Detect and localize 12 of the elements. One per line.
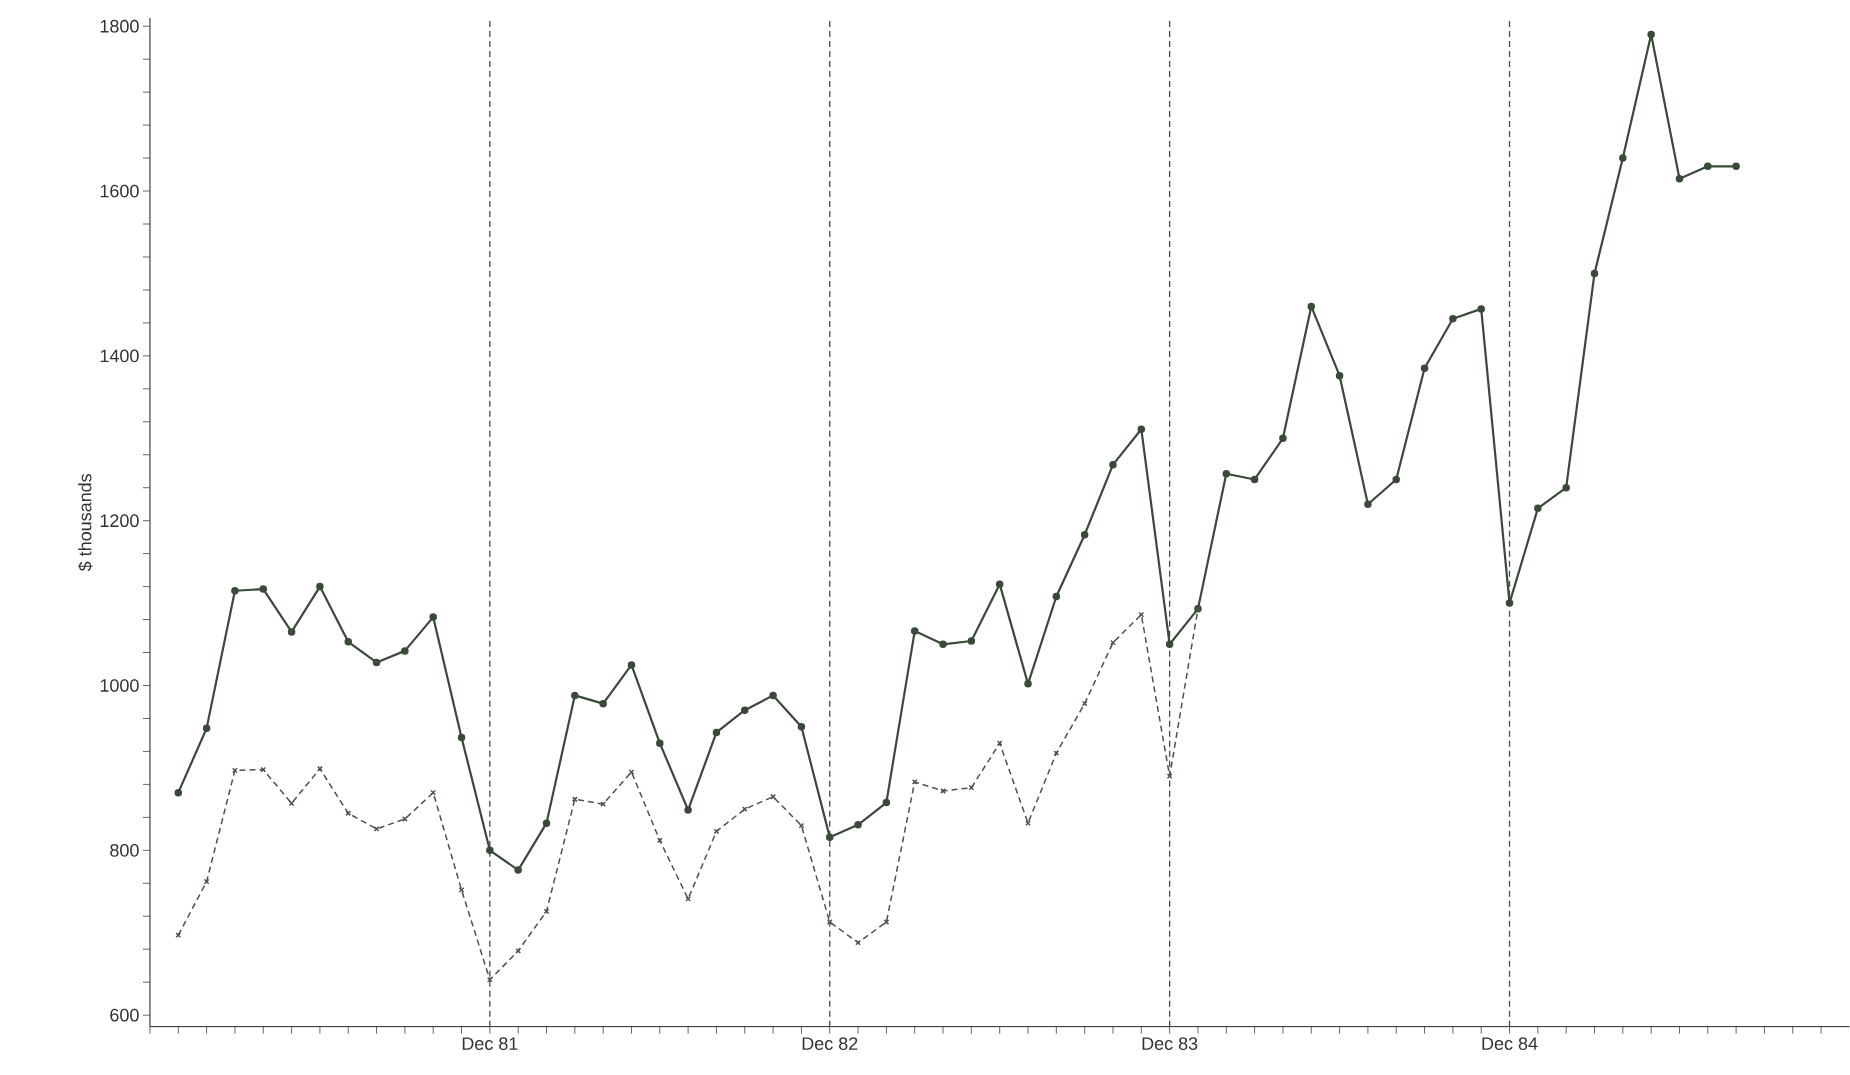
x-tick-label: Dec 82 (802, 1037, 858, 1051)
y-tick-label: 1600 (100, 184, 139, 198)
x-tick-label: Dec 81 (462, 1037, 518, 1051)
x-tick-label: Dec 83 (1142, 1037, 1198, 1051)
y-tick-label: 1800 (100, 20, 139, 33)
y-tick-label: 1000 (100, 679, 139, 693)
y-axis-title: $ thousands (77, 474, 93, 572)
y-tick-label: 800 (110, 844, 139, 857)
y-tick-label: 1200 (100, 514, 139, 528)
x-tick-label: Dec 84 (1482, 1037, 1538, 1051)
y-tick-label: 600 (110, 1008, 139, 1022)
y-tick-label: 1400 (100, 349, 139, 363)
